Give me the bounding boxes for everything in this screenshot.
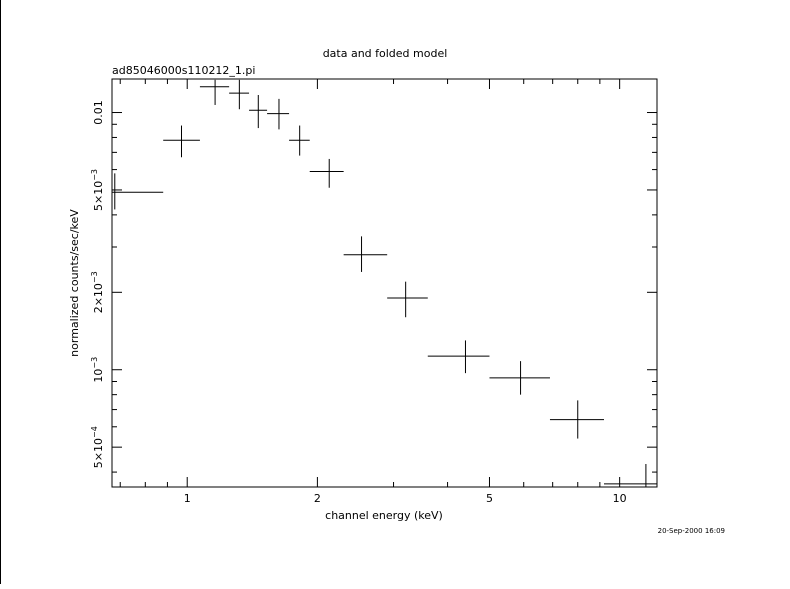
x-axis-tick-labels: 1 2 5 10 — [184, 492, 627, 505]
data-point — [249, 94, 268, 129]
data-point — [549, 400, 604, 439]
x-axis-label: channel energy (keV) — [325, 509, 443, 522]
data-point — [267, 98, 290, 130]
data-point — [289, 125, 310, 156]
data-point — [309, 158, 344, 188]
data-point — [199, 79, 230, 105]
x-tick-label: 1 — [184, 492, 191, 505]
y-tick-label: 5×10−3 — [90, 169, 105, 211]
chart-subtitle: ad85046000s110212_1.pi — [112, 64, 255, 77]
data-point — [427, 340, 490, 374]
y-axis-label: normalized counts/sec/keV — [68, 209, 81, 357]
x-tick-label: 5 — [486, 492, 493, 505]
data-points — [112, 79, 657, 487]
timestamp-label: 20-Sep-2000 16:09 — [658, 527, 725, 535]
data-point — [387, 281, 428, 318]
y-tick-label: 5×10−4 — [90, 426, 105, 468]
data-point — [489, 361, 550, 395]
y-axis-tick-labels: 5×10−4 10−3 2×10−3 5×10−3 0.01 — [90, 100, 105, 468]
x-tick-label: 2 — [314, 492, 321, 505]
data-point — [112, 173, 164, 210]
data-point — [343, 236, 388, 272]
chart-title: data and folded model — [323, 47, 448, 60]
y-tick-label: 2×10−3 — [90, 271, 105, 313]
y-tick-label: 0.01 — [92, 100, 105, 125]
y-axis-ticks — [112, 112, 657, 473]
x-tick-label: 10 — [613, 492, 627, 505]
data-point — [603, 464, 657, 487]
x-axis-ticks — [119, 79, 621, 487]
y-tick-label: 10−3 — [90, 357, 105, 383]
window-left-border — [0, 0, 1, 584]
data-point — [163, 125, 200, 158]
data-point — [229, 79, 250, 110]
plot-frame — [111, 78, 658, 488]
